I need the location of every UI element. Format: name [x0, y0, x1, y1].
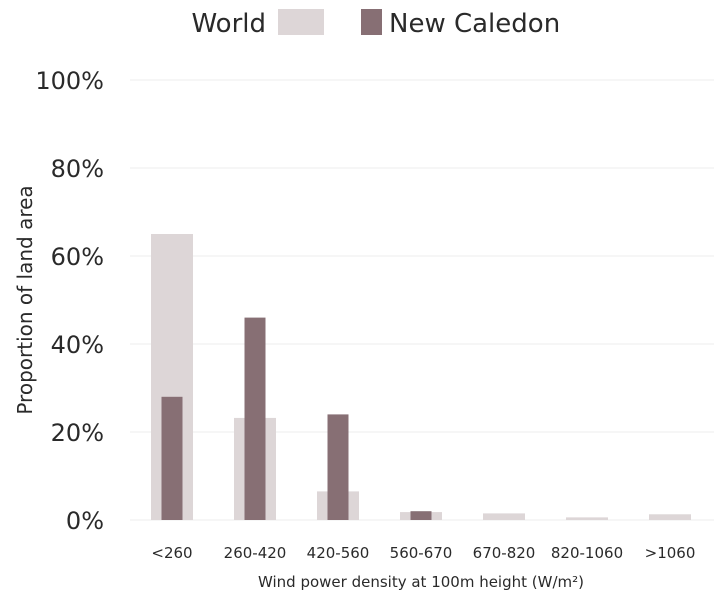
y-tick-label: 80%	[51, 155, 104, 183]
legend: World New Caledon	[191, 9, 560, 39]
y-axis-label: Proportion of land area	[13, 185, 37, 414]
legend-label-world: World	[191, 9, 266, 39]
bar-new-caledon	[244, 317, 266, 520]
x-tick-label: 820-1060	[551, 544, 623, 562]
bar-new-caledon	[161, 396, 183, 520]
x-tick-labels: <260 260-420 420-560 560-670 670-820 820-1060…	[151, 544, 695, 562]
bar-world	[483, 513, 525, 520]
x-tick-label: 420-560	[307, 544, 370, 562]
y-tick-label: 40%	[51, 331, 104, 359]
bar-new-caledon	[410, 511, 432, 520]
x-tick-label: 560-670	[390, 544, 453, 562]
y-tick-label: 0%	[66, 507, 104, 535]
bar-world	[566, 517, 608, 520]
x-tick-label: 260-420	[224, 544, 287, 562]
x-tick-label: >1060	[645, 544, 696, 562]
x-tick-label: 670-820	[473, 544, 536, 562]
x-axis-label: Wind power density at 100m height (W/m²)	[258, 573, 584, 591]
y-tick-label: 100%	[35, 67, 104, 95]
legend-swatch-world	[278, 9, 324, 35]
y-tick-labels: 0% 20% 40% 60% 80% 100%	[35, 67, 104, 535]
legend-label-new-caledon: New Caledon	[389, 9, 560, 39]
bar-world	[649, 514, 691, 520]
y-tick-label: 20%	[51, 419, 104, 447]
x-tick-label: <260	[151, 544, 192, 562]
gridlines	[130, 79, 714, 521]
bar-new-caledon	[327, 414, 349, 520]
bars	[151, 234, 691, 520]
y-tick-label: 60%	[51, 243, 104, 271]
legend-swatch-new-caledon	[361, 9, 382, 35]
